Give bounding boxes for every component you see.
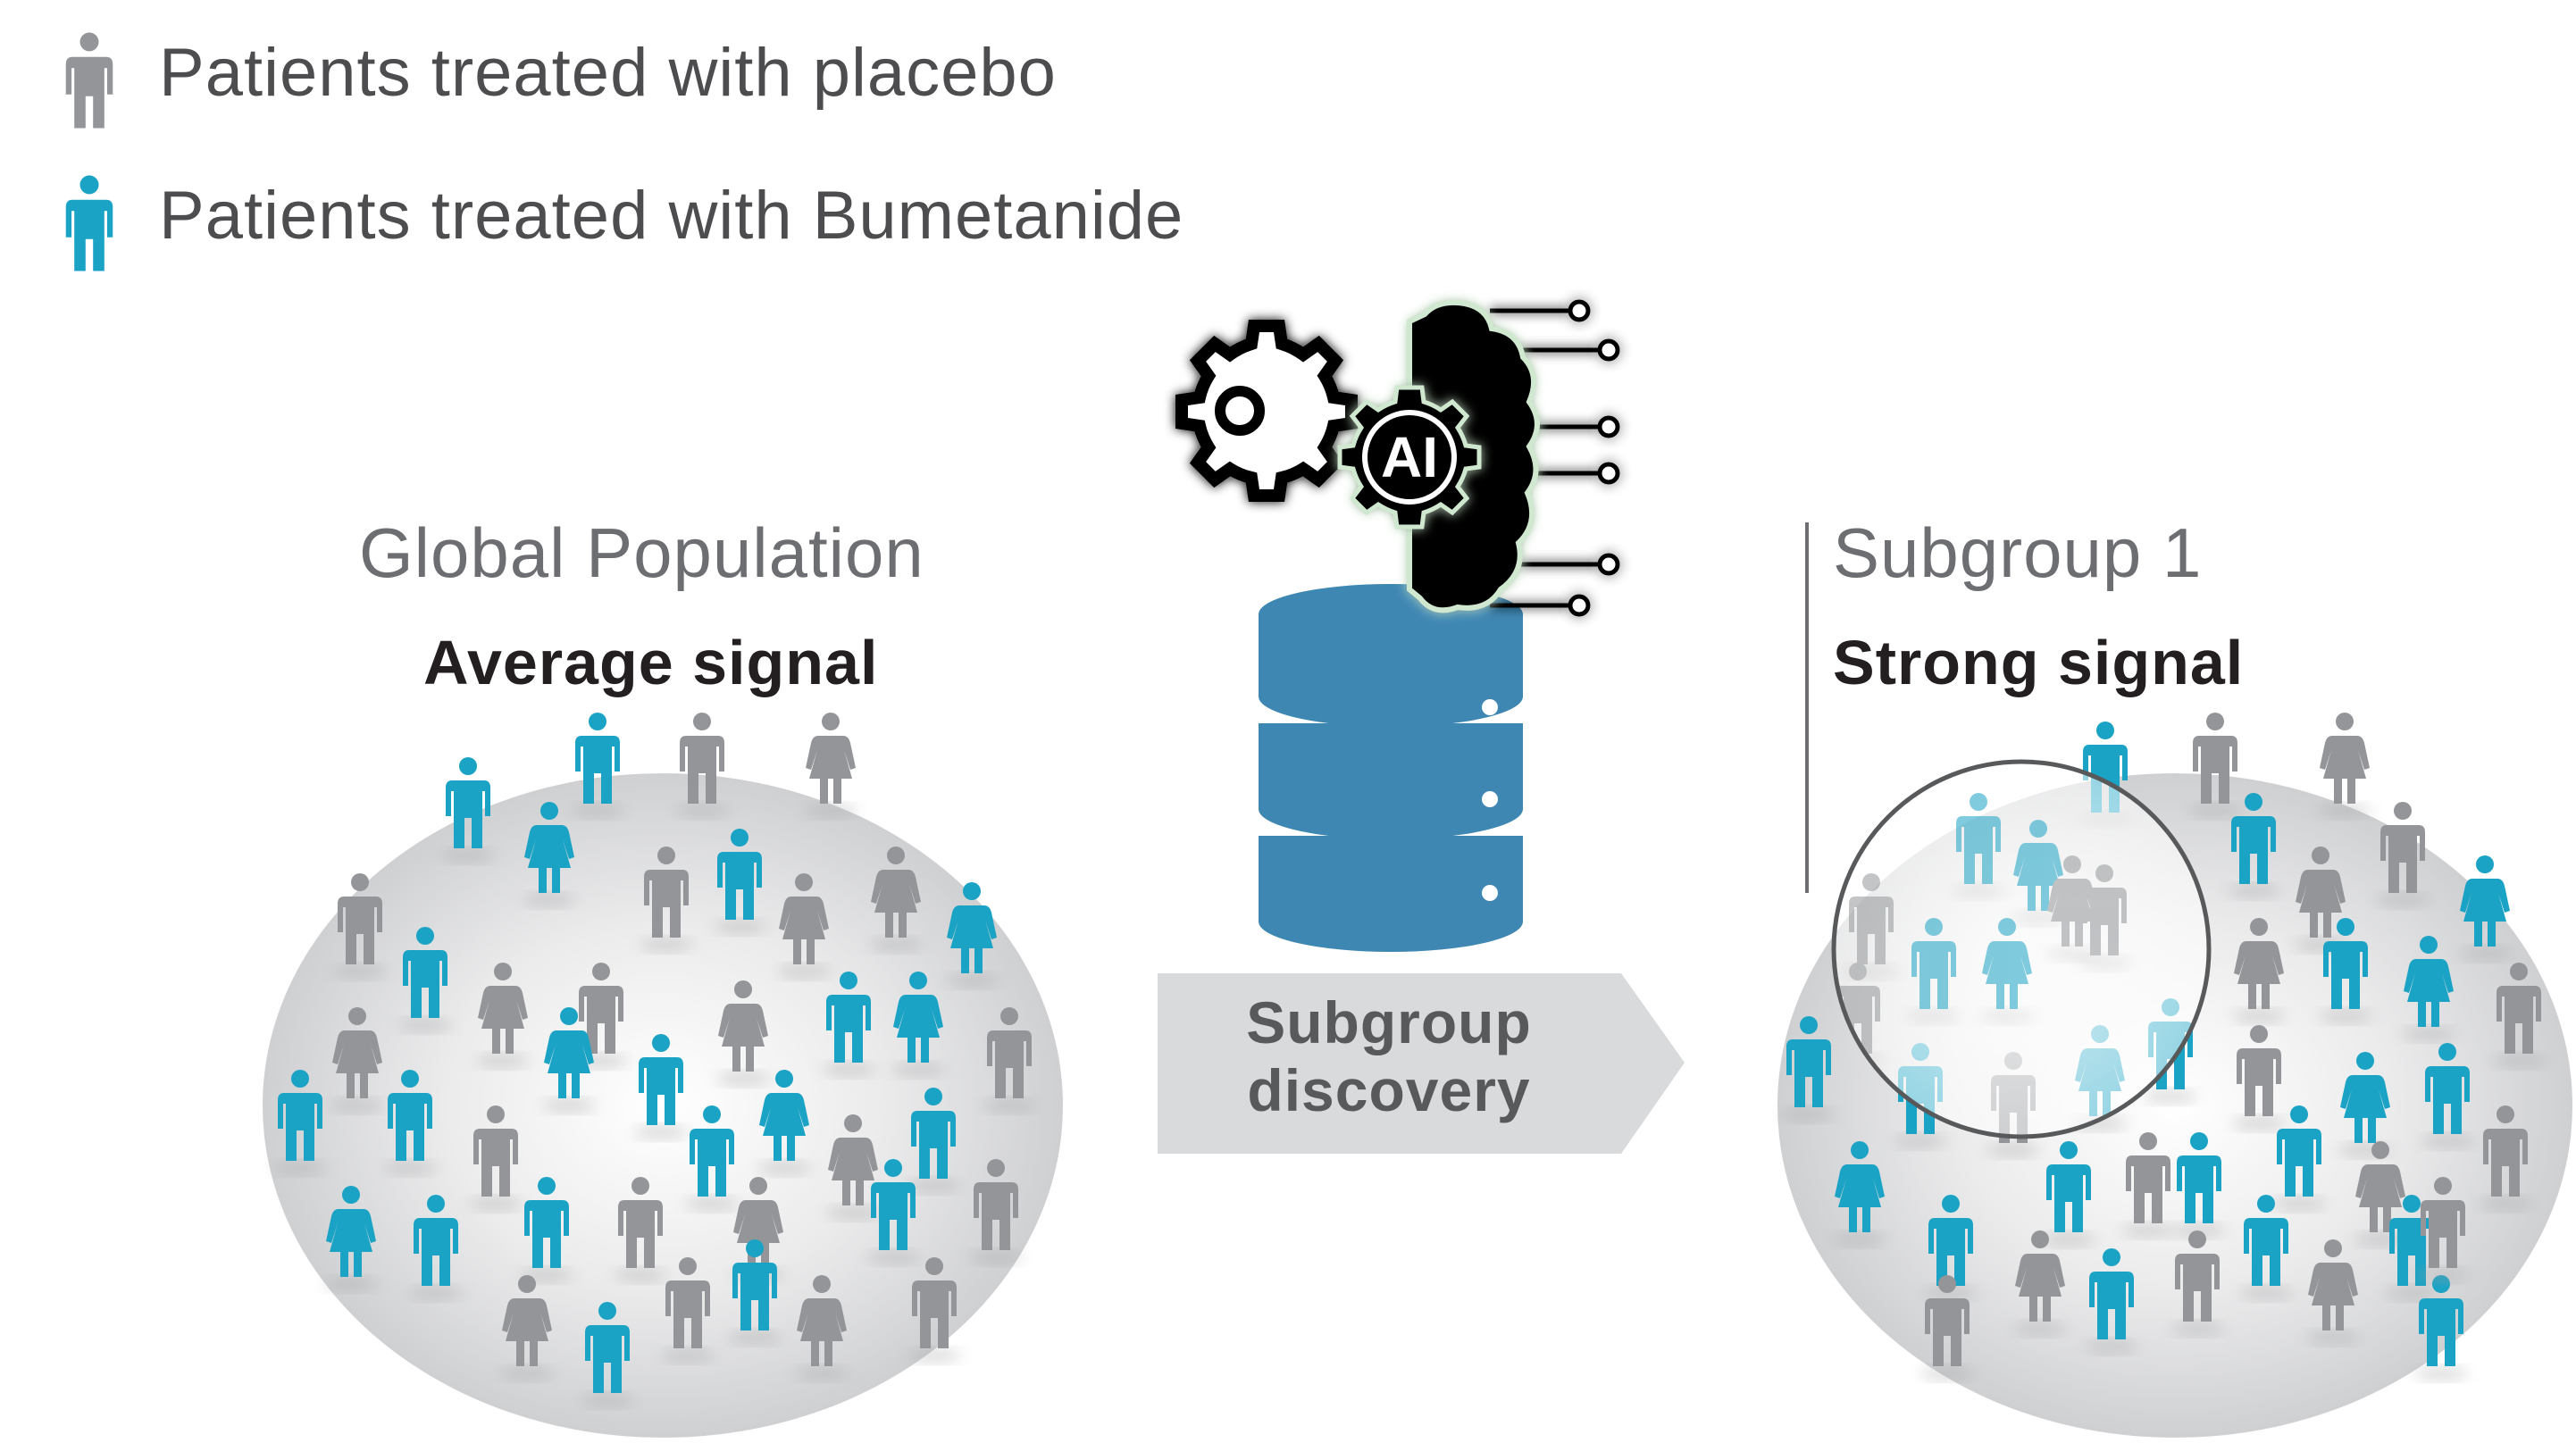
legend-placebo-icon [65, 32, 113, 129]
global-person-placebo [640, 847, 693, 952]
global-person-bumetanide [383, 1070, 437, 1175]
subgroup-person-bumetanide [1894, 1043, 1947, 1148]
subgroup-person-bumetanide [2272, 1105, 2326, 1211]
subgroup-person-bumetanide [2402, 936, 2455, 1041]
ai-badge-label: AI [1381, 425, 1438, 489]
subgroup-person-placebo [2170, 1230, 2224, 1336]
lens-person-placebo [2078, 864, 2131, 970]
global-person-placebo [969, 1159, 1023, 1264]
global-person-bumetanide [685, 1105, 739, 1211]
global-person-bumetanide [581, 1302, 634, 1407]
global-person-placebo [333, 873, 387, 979]
global-person-placebo [614, 1177, 667, 1282]
global-person-bumetanide [273, 1070, 327, 1175]
lens-person-bumetanide [1980, 918, 2034, 1023]
global-person-placebo [716, 980, 770, 1086]
global-person-bumetanide [441, 757, 495, 863]
magnifier-lens [1831, 759, 2212, 1139]
global-person-bumetanide [324, 1186, 378, 1291]
global-person-placebo [330, 1007, 384, 1113]
global-person-bumetanide [523, 802, 576, 907]
global-person-bumetanide [891, 972, 945, 1077]
global-person-bumetanide [907, 1088, 960, 1193]
subgroup-person-bumetanide [2172, 1132, 2226, 1238]
global-person-placebo [500, 1275, 554, 1380]
global-person-placebo [869, 847, 923, 952]
subgroup-person-placebo [2416, 1177, 2470, 1282]
subgroup-person-placebo [2121, 1132, 2175, 1238]
global-person-placebo [661, 1257, 715, 1363]
subgroup-person-placebo [2232, 918, 2286, 1023]
subgroup-person-bumetanide [2414, 1275, 2468, 1380]
global-person-bumetanide [542, 1007, 596, 1113]
global-person-placebo [476, 963, 530, 1068]
subgroup-person-bumetanide [2385, 1195, 2438, 1300]
global-person-placebo [675, 713, 729, 818]
global-person-placebo [804, 713, 857, 818]
subgroup-person-placebo [1920, 1275, 1974, 1380]
subgroup-person-placebo [2479, 1105, 2532, 1211]
subgroup-person-placebo [1986, 1052, 2040, 1157]
subgroup-subtitle: Strong signal [1833, 628, 2245, 697]
global-person-placebo [777, 873, 831, 979]
legend-bumetanide-label: Patients treated with Bumetanide [159, 178, 1184, 254]
subgroup-person-bumetanide [2458, 855, 2512, 961]
global-person-bumetanide [398, 927, 452, 1032]
subgroup-person-placebo [2013, 1230, 2067, 1336]
subgroup-person-bumetanide [1924, 1195, 1978, 1300]
subgroup-person-bumetanide [1833, 1141, 1886, 1247]
subgroup-person-bumetanide [2421, 1043, 2474, 1148]
global-person-bumetanide [945, 882, 999, 988]
subgroup-person-bumetanide [2227, 793, 2280, 898]
lens-person-placebo [2045, 855, 2099, 961]
subgroup-person-bumetanide [2239, 1195, 2293, 1300]
subgroup-person-placebo [2318, 713, 2371, 818]
global-person-bumetanide [822, 972, 875, 1077]
legend-bumetanide-icon [65, 175, 113, 271]
subgroup-person-bumetanide [2144, 998, 2197, 1104]
subgroup-discovery-line1: Subgroup [1246, 989, 1532, 1055]
subgroup-person-bumetanide [2085, 1248, 2138, 1354]
global-person-bumetanide [866, 1159, 920, 1264]
subgroup-person-placebo [2306, 1239, 2360, 1345]
subgroup-person-placebo [2492, 963, 2546, 1068]
subgroup-discovery-line2: discovery [1247, 1056, 1531, 1123]
global-person-bumetanide [634, 1034, 688, 1139]
ai-brain-icon: AI [1175, 299, 1620, 617]
subgroup-title: Subgroup 1 [1833, 513, 2203, 592]
global-population-people [273, 713, 1036, 1407]
global-person-placebo [983, 1007, 1036, 1113]
global-person-placebo [826, 1114, 880, 1220]
subgroup-person-placebo [2188, 713, 2242, 818]
global-person-bumetanide [409, 1195, 463, 1300]
global-population-oval [263, 773, 1063, 1438]
legend-placebo-label: Patients treated with placebo [159, 35, 1057, 111]
subgroup-person-bumetanide [1782, 1016, 1836, 1122]
global-person-bumetanide [728, 1239, 782, 1345]
global-population-title: Global Population [359, 513, 924, 592]
global-population-subtitle: Average signal [423, 628, 879, 697]
global-person-placebo [907, 1257, 961, 1363]
lens-person-bumetanide [1907, 918, 1961, 1023]
lens-person-bumetanide [1952, 793, 2005, 898]
subgroup-discovery-label: Subgroup discovery [1161, 989, 1617, 1125]
subgroup-person-placebo [2232, 1025, 2286, 1130]
subgroup-person-placebo [2376, 802, 2430, 907]
global-person-placebo [795, 1275, 849, 1380]
global-person-bumetanide [713, 829, 766, 934]
global-person-placebo [469, 1105, 523, 1211]
subgroup-discovery-arrow [1158, 973, 1685, 1154]
subgroup-person-bumetanide [2042, 1141, 2095, 1247]
global-person-bumetanide [571, 713, 624, 818]
global-person-bumetanide [757, 1070, 811, 1175]
database-icon [1259, 584, 1523, 952]
subgroup-person-bumetanide [2319, 918, 2372, 1023]
